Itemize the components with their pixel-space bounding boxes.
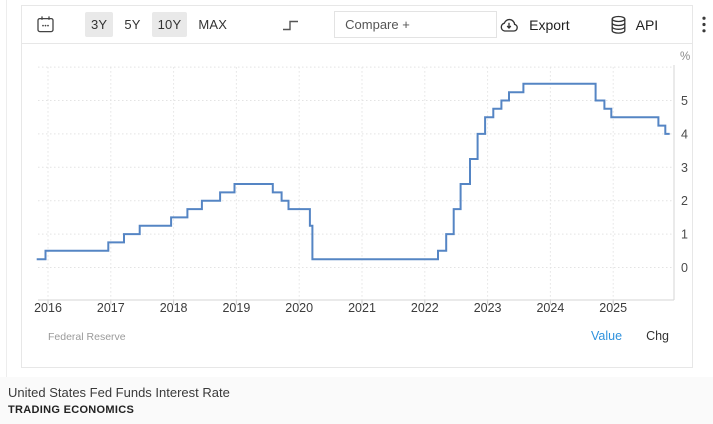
range-button-5y[interactable]: 5Y [118, 12, 146, 37]
more-menu-button[interactable] [698, 14, 710, 35]
x-axis-label: 2023 [474, 301, 502, 315]
chart-svg[interactable]: 2016 2017 2018 2019 2020 2021 2022 2023 2024 2025… [22, 44, 692, 367]
database-icon [611, 15, 626, 34]
kebab-menu-icon [702, 16, 706, 33]
range-button-3y[interactable]: 3Y [85, 12, 114, 37]
calendar-icon [37, 16, 54, 33]
y-axis-label: 1 [681, 228, 688, 242]
range-button-max[interactable]: MAX [192, 12, 233, 37]
x-axis-label: 2024 [536, 301, 564, 315]
export-button[interactable]: Export [497, 16, 570, 34]
range-button-10y[interactable]: 10Y [151, 12, 188, 37]
api-label: API [635, 16, 659, 33]
chart-card: 2016 2017 2018 2019 2020 2021 2022 2023 2024 2025… [21, 43, 693, 368]
x-axis-label: 2016 [34, 301, 62, 315]
chart-type-button[interactable] [279, 14, 302, 35]
export-label: Export [529, 16, 570, 33]
x-axis-label: 2019 [222, 301, 250, 315]
x-axis-label: 2025 [599, 301, 627, 315]
api-button[interactable]: API [610, 15, 659, 35]
y-axis-label: 5 [681, 94, 688, 108]
range-selector: 3Y 5Y 10Y MAX [85, 12, 233, 37]
compare-input[interactable] [334, 11, 498, 38]
x-axis-label: 2021 [348, 301, 376, 315]
y-axis-label: 3 [681, 161, 688, 175]
toolbar-right-group: Export API [497, 14, 713, 35]
page-bottom-background [0, 377, 713, 424]
cloud-download-icon [500, 18, 518, 32]
x-axis-label: 2017 [97, 301, 125, 315]
brand-label: TRADING ECONOMICS [8, 404, 135, 416]
calendar-button[interactable] [34, 13, 57, 36]
fed-funds-rate-step-line [36, 82, 670, 261]
chg-toggle[interactable]: Chg [646, 329, 669, 343]
x-axis-label: 2018 [160, 301, 188, 315]
x-axis-label: 2020 [285, 301, 313, 315]
y-axis-unit-label: % [680, 51, 690, 63]
source-label: Federal Reserve [48, 331, 126, 343]
y-axis-label: 4 [681, 127, 688, 141]
step-line-chart-icon [283, 20, 299, 31]
y-axis-label: 2 [681, 194, 688, 208]
chart-toolbar: 3Y 5Y 10Y MAX Export API [21, 5, 706, 44]
y-axis-label: 0 [681, 261, 688, 275]
page-left-rule [6, 0, 7, 377]
page-title: United States Fed Funds Interest Rate [8, 385, 230, 400]
chart-footer-toggles: Value Chg [591, 329, 669, 343]
value-toggle[interactable]: Value [591, 329, 623, 343]
caption: United States Fed Funds Interest Rate TR… [8, 385, 230, 416]
x-axis-label: 2022 [411, 301, 439, 315]
